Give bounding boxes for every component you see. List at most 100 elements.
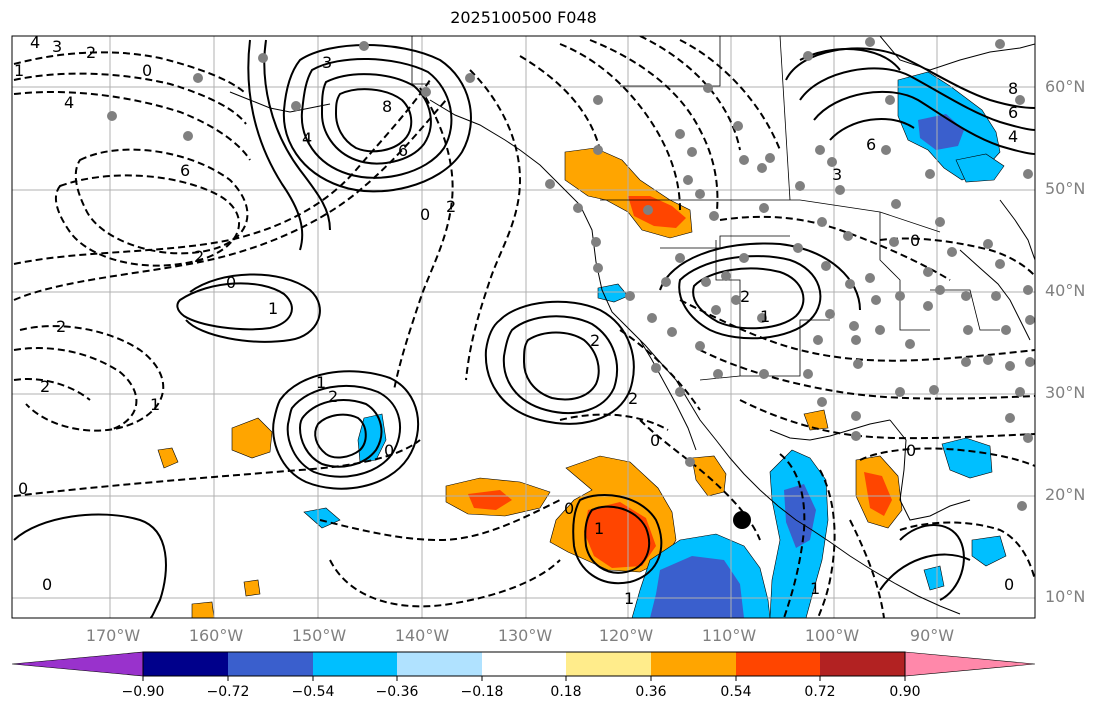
contour-label: 2 xyxy=(194,247,204,266)
negative-anomaly-core xyxy=(784,484,816,548)
contour-label: 1 xyxy=(268,299,278,318)
positive-anomaly-region xyxy=(191,601,215,618)
map-frame xyxy=(11,35,1036,619)
contour-label: 1 xyxy=(316,373,326,392)
colorbar-tick-label: 0.18 xyxy=(550,684,582,700)
colorbar-segment xyxy=(228,652,313,676)
negative-anomaly-region xyxy=(923,565,945,591)
positive-contours xyxy=(13,39,1035,618)
colorbar-max-extend xyxy=(904,651,1036,677)
lon-label: 130°W xyxy=(497,626,553,645)
tropical-cyclone-marker xyxy=(733,511,751,529)
positive-anomaly-region xyxy=(243,579,261,597)
lat-label: 60°N xyxy=(1045,77,1086,96)
contour-label: 0 xyxy=(384,441,394,460)
lon-label: 140°W xyxy=(394,626,450,645)
contour-label: 4 xyxy=(1008,127,1018,146)
contour-label: 2 xyxy=(328,387,338,406)
colorbar-segment xyxy=(736,652,820,676)
contour-label: 0 xyxy=(142,61,152,80)
contour-label: 6 xyxy=(866,135,876,154)
contour-label: 2 xyxy=(86,43,96,62)
lon-label: 100°W xyxy=(804,626,860,645)
colorbar-segment xyxy=(482,652,566,676)
contour-label: 0 xyxy=(420,205,430,224)
lon-label: 120°W xyxy=(598,626,654,645)
contour-label: 1 xyxy=(150,395,160,414)
colorbar-tick-label: −0.18 xyxy=(460,684,504,700)
positive-anomaly-region xyxy=(231,417,273,459)
colorbar-segment xyxy=(397,652,482,676)
positive-anomaly-core xyxy=(864,472,892,516)
contour-label: 4 xyxy=(64,93,74,112)
colorbar-tick-label: 0.72 xyxy=(804,684,836,700)
contour-label: 0 xyxy=(650,431,660,450)
colorbar-tick-label: −0.90 xyxy=(121,684,165,700)
contour-label: 1 xyxy=(594,519,604,538)
contour-label: 1 xyxy=(624,589,634,608)
lat-label: 50°N xyxy=(1045,179,1086,198)
contour-label: 0 xyxy=(18,479,28,498)
positive-anomaly-core xyxy=(628,196,686,228)
political-borders xyxy=(411,36,1000,381)
colorbar-tick-label: −0.72 xyxy=(206,684,250,700)
colorbar-tick-label: 0.54 xyxy=(720,684,752,700)
contour-label: 2 xyxy=(590,331,600,350)
contour-label: 0 xyxy=(564,499,574,518)
lat-label: 20°N xyxy=(1045,485,1086,504)
colorbar-tick-label: −0.36 xyxy=(375,684,419,700)
map-background xyxy=(12,36,1035,618)
lat-label: 40°N xyxy=(1045,281,1086,300)
contour-label: 3 xyxy=(832,165,842,184)
colorbar xyxy=(11,651,1036,681)
contour-label: 3 xyxy=(52,37,62,56)
contour-label: 2 xyxy=(56,317,66,336)
contour-label: 2 xyxy=(446,197,456,216)
colorbar-tick-label: −0.54 xyxy=(291,684,335,700)
contour-label: 1 xyxy=(760,307,770,326)
negative-anomaly-region xyxy=(941,437,993,479)
colorbar-segment xyxy=(820,652,905,676)
contour-label: 1 xyxy=(810,579,820,598)
colorbar-segment xyxy=(651,652,736,676)
contour-label: 8 xyxy=(1008,79,1018,98)
contour-label: 4 xyxy=(30,33,40,52)
lon-label: 150°W xyxy=(291,626,347,645)
contour-label: 0 xyxy=(226,273,236,292)
colorbar-tick-label: 0.36 xyxy=(635,684,667,700)
contour-label: 2 xyxy=(40,377,50,396)
colorbar-segment xyxy=(143,652,228,676)
colorbar-segment xyxy=(566,652,651,676)
positive-anomaly-core xyxy=(468,490,512,510)
lat-label: 10°N xyxy=(1045,587,1086,606)
lon-label: 110°W xyxy=(701,626,757,645)
contour-label: 0 xyxy=(42,575,52,594)
lon-label: 160°W xyxy=(188,626,244,645)
negative-anomaly-region xyxy=(955,153,1005,183)
contour-labels: 4 3 2 1 0 4 3 8 6 4 6 2 0 2 0 1 2 2 1 2 … xyxy=(14,33,1018,608)
contour-label: 1 xyxy=(14,61,24,80)
colorbar-tick-label: 0.90 xyxy=(889,684,921,700)
negative-anomaly-region xyxy=(971,535,1007,567)
contour-label: 2 xyxy=(628,389,638,408)
map-title: 2025100500 F048 xyxy=(450,8,597,27)
colorbar-min-extend xyxy=(11,651,144,677)
contour-label: 0 xyxy=(906,441,916,460)
contour-label: 3 xyxy=(322,53,332,72)
negative-contours xyxy=(13,36,1035,618)
positive-anomaly-region xyxy=(157,447,179,469)
contour-label: 0 xyxy=(1004,575,1014,594)
station-markers xyxy=(107,37,1035,511)
colorbar-segment xyxy=(313,652,397,676)
contour-label: 4 xyxy=(302,129,312,148)
lat-label: 30°N xyxy=(1045,383,1086,402)
positive-anomaly-region xyxy=(803,409,829,431)
lon-label: 90°W xyxy=(909,626,955,645)
lon-label: 170°W xyxy=(85,626,141,645)
negative-anomaly-core xyxy=(650,556,744,618)
contour-label: 6 xyxy=(180,161,190,180)
contour-label: 6 xyxy=(398,141,408,160)
contour-label: 0 xyxy=(910,231,920,250)
contour-label: 8 xyxy=(382,97,392,116)
contour-label: 2 xyxy=(740,287,750,306)
